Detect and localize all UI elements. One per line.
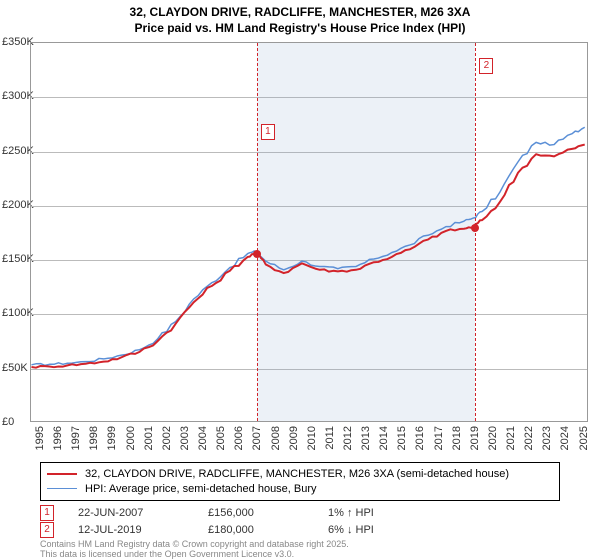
footer-attribution: Contains HM Land Registry data © Crown c…: [40, 540, 349, 560]
x-axis-tick-label: 1999: [106, 426, 118, 450]
x-axis-tick-label: 2002: [161, 426, 173, 450]
x-axis-tick-label: 2021: [505, 426, 517, 450]
x-axis-tick-label: 2000: [125, 426, 137, 450]
x-axis-tick-label: 2007: [251, 426, 263, 450]
chart-legend: 32, CLAYDON DRIVE, RADCLIFFE, MANCHESTER…: [40, 462, 560, 501]
sales-marker-icon: 1: [40, 505, 54, 521]
title-line-2: Price paid vs. HM Land Registry's House …: [0, 20, 600, 36]
x-axis-tick-label: 2005: [215, 426, 227, 450]
x-axis-tick-label: 2012: [342, 426, 354, 450]
sales-price: £180,000: [208, 524, 328, 536]
legend-swatch: [47, 488, 77, 489]
x-axis-tick-label: 2014: [378, 426, 390, 450]
sale-marker-label: 1: [261, 124, 275, 140]
series-line: [31, 127, 584, 365]
legend-swatch: [47, 473, 77, 475]
footer-line-2: This data is licensed under the Open Gov…: [40, 550, 349, 560]
x-axis-tick-label: 2019: [469, 426, 481, 450]
x-axis-tick-label: 2010: [306, 426, 318, 450]
x-axis-tick-label: 1996: [52, 426, 64, 450]
sale-marker-vline: [475, 43, 476, 421]
sales-table: 1 22-JUN-2007£156,0001% ↑ HPI 2 12-JUL-2019…: [40, 504, 448, 538]
legend-label: HPI: Average price, semi-detached house,…: [85, 483, 317, 495]
x-axis-tick-label: 2004: [197, 426, 209, 450]
sale-marker-vline: [257, 43, 258, 421]
legend-label: 32, CLAYDON DRIVE, RADCLIFFE, MANCHESTER…: [85, 468, 509, 480]
sale-marker-dot: [471, 224, 479, 232]
sales-price: £156,000: [208, 507, 328, 519]
sales-date: 22-JUN-2007: [78, 507, 208, 519]
x-axis-tick-label: 2008: [270, 426, 282, 450]
sales-diff: 1% ↑ HPI: [328, 507, 448, 519]
sales-row: 1 22-JUN-2007£156,0001% ↑ HPI: [40, 504, 448, 521]
sale-marker-label: 2: [479, 58, 493, 74]
x-axis-tick-label: 2006: [233, 426, 245, 450]
legend-row: HPI: Average price, semi-detached house,…: [47, 481, 553, 496]
chart-title: 32, CLAYDON DRIVE, RADCLIFFE, MANCHESTER…: [0, 0, 600, 36]
x-axis-tick-label: 2020: [487, 426, 499, 450]
x-axis-tick-label: 2003: [179, 426, 191, 450]
x-axis-tick-label: 2009: [288, 426, 300, 450]
x-axis-tick-label: 2017: [433, 426, 445, 450]
sales-diff: 6% ↓ HPI: [328, 524, 448, 536]
x-axis-tick-label: 2023: [541, 426, 553, 450]
sale-marker-dot: [253, 250, 261, 258]
x-axis-tick-label: 2011: [324, 426, 336, 450]
x-axis-tick-label: 1997: [70, 426, 82, 450]
x-axis-tick-label: 2018: [451, 426, 463, 450]
line-series-svg: [31, 43, 587, 421]
x-axis-tick-label: 2025: [578, 426, 590, 450]
sales-row: 2 12-JUL-2019£180,0006% ↓ HPI: [40, 521, 448, 538]
title-line-1: 32, CLAYDON DRIVE, RADCLIFFE, MANCHESTER…: [0, 4, 600, 20]
x-axis-tick-label: 2001: [143, 426, 155, 450]
x-axis-tick-label: 1998: [88, 426, 100, 450]
sales-date: 12-JUL-2019: [78, 524, 208, 536]
x-axis-tick-label: 2024: [559, 426, 571, 450]
x-axis-tick-label: 2013: [360, 426, 372, 450]
x-axis-tick-label: 2015: [396, 426, 408, 450]
x-axis-tick-label: 2022: [523, 426, 535, 450]
x-axis-tick-label: 2016: [414, 426, 426, 450]
legend-row: 32, CLAYDON DRIVE, RADCLIFFE, MANCHESTER…: [47, 466, 553, 481]
sales-marker-icon: 2: [40, 522, 54, 538]
x-axis-tick-label: 1995: [34, 426, 46, 450]
series-line: [31, 145, 584, 368]
chart-plot-area: 12: [30, 42, 588, 422]
